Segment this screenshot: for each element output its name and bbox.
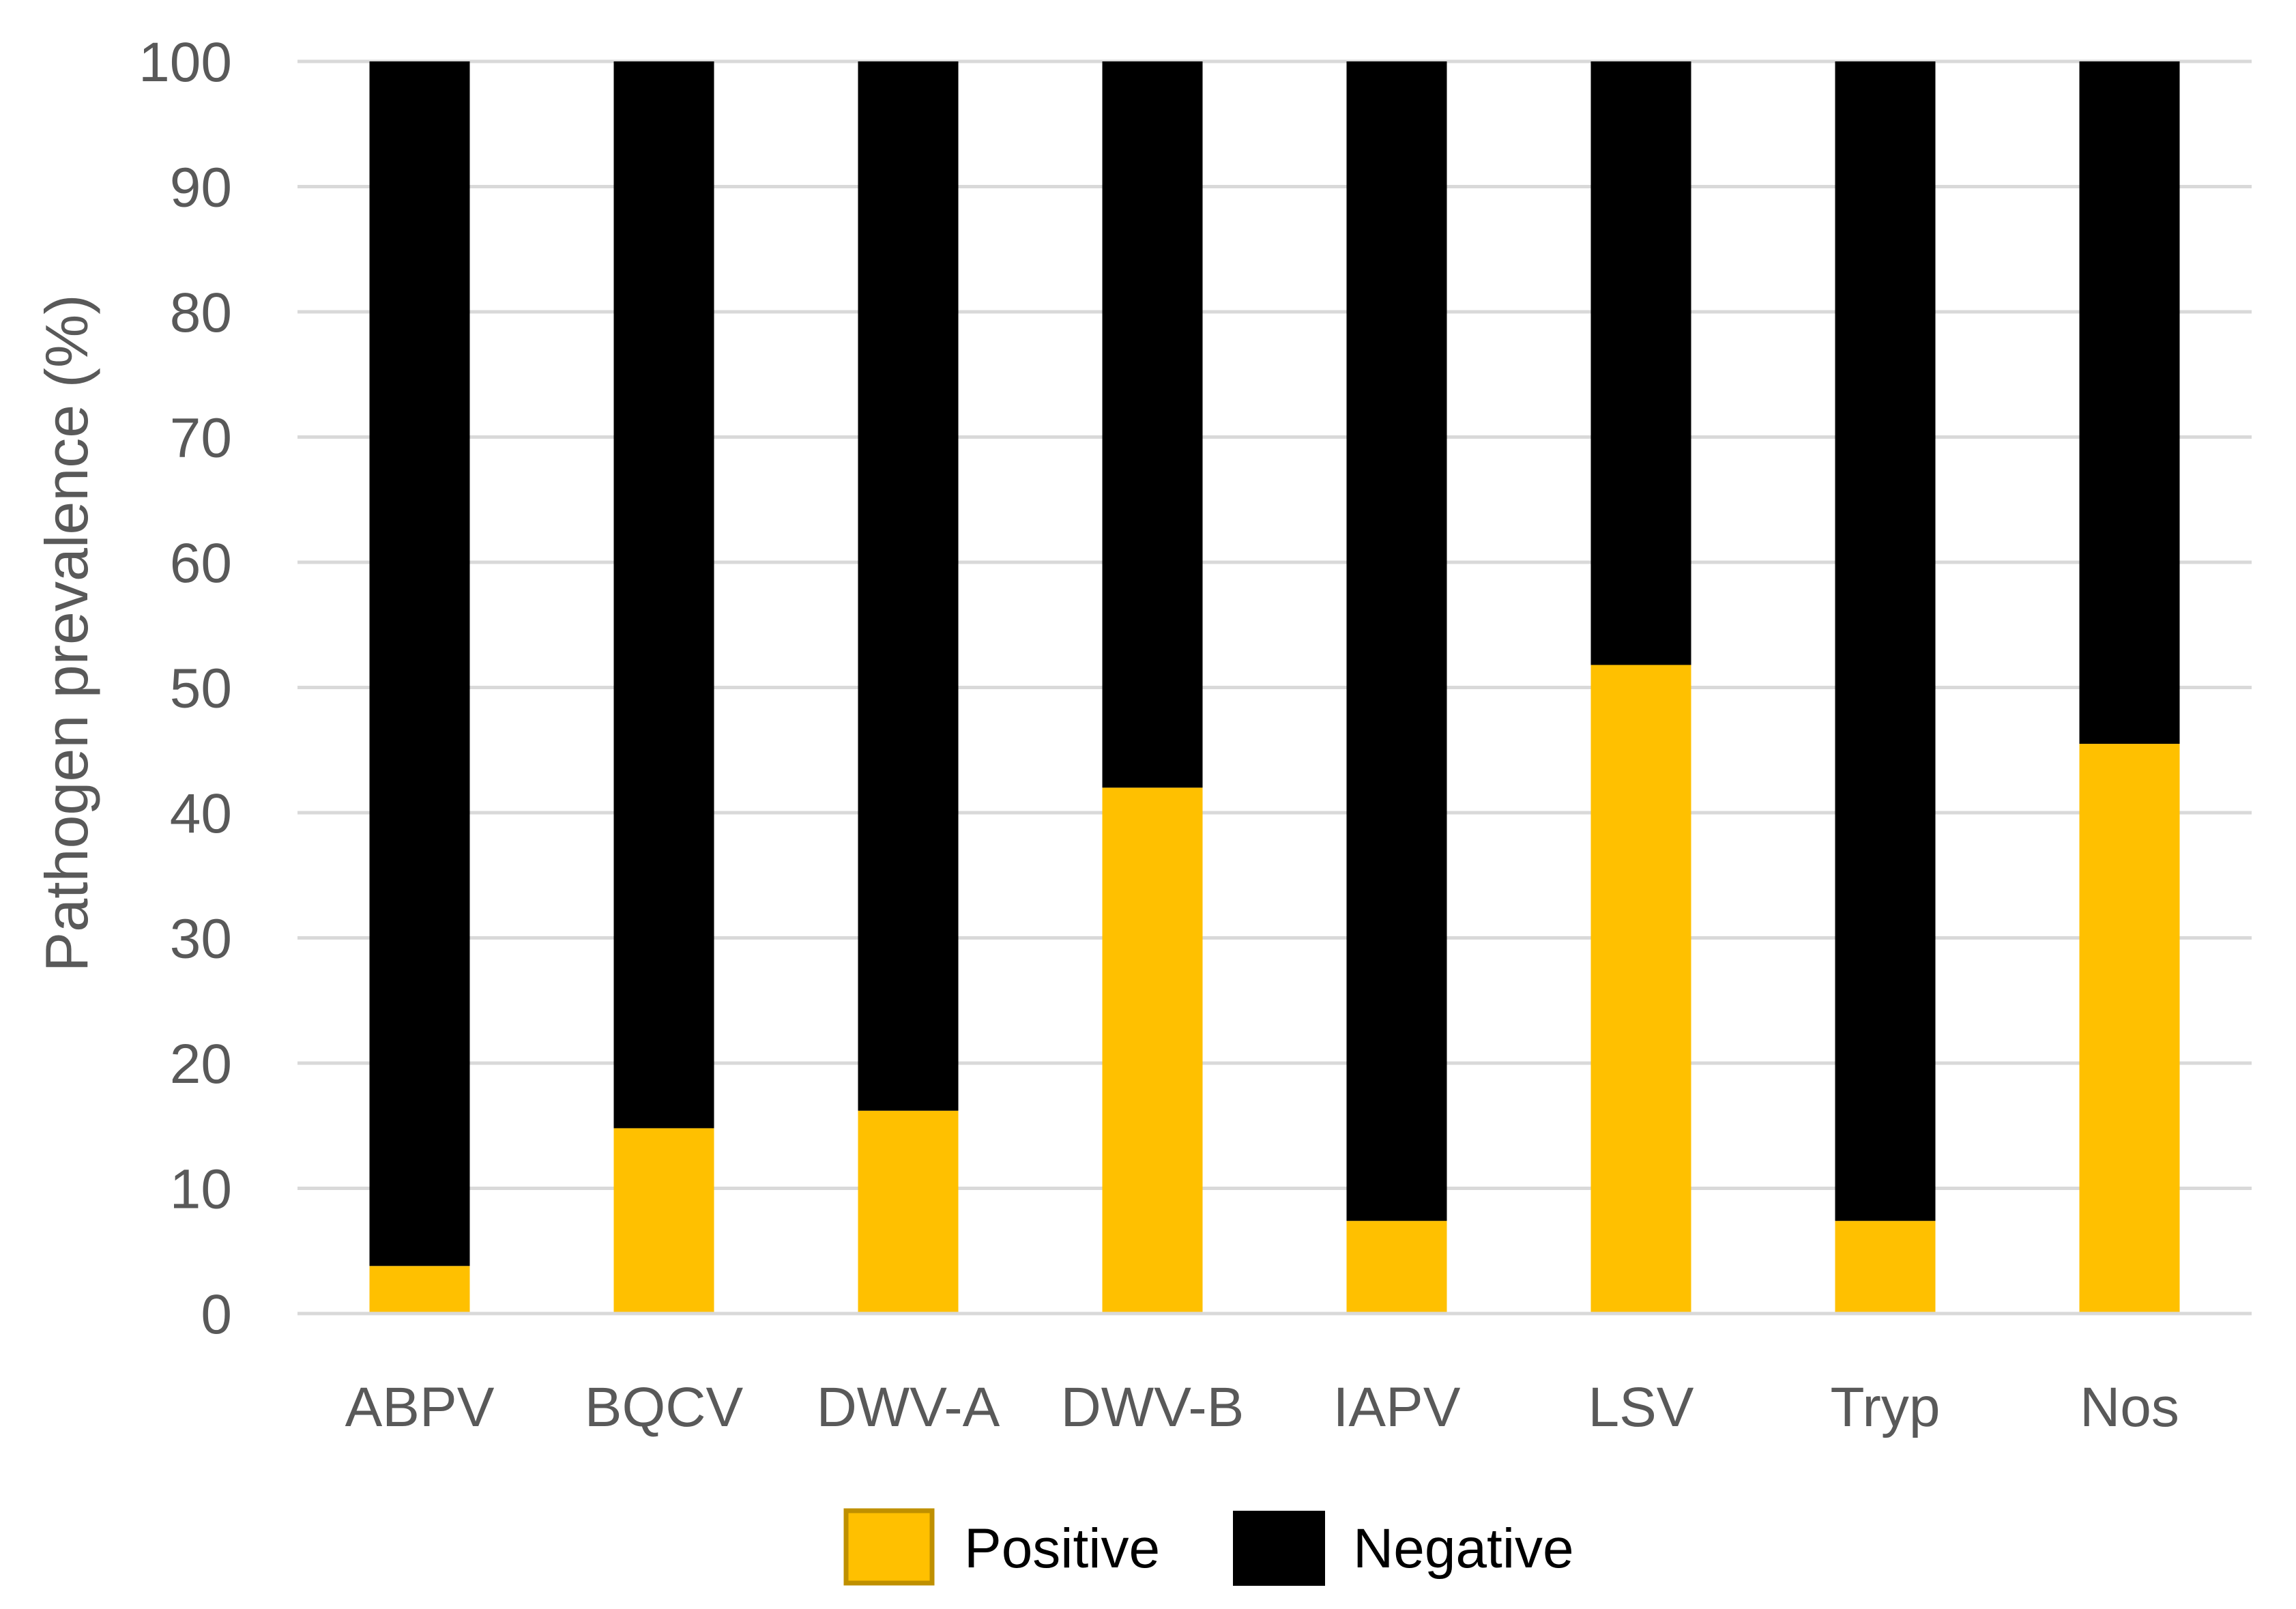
bar-positive-nos	[2079, 744, 2180, 1314]
gridlines	[297, 59, 2252, 1316]
x-axis-tick-labels: ABPV BQCV DWV-A DWV-B IAPV LSV Tryp Nos	[345, 1376, 2179, 1438]
x-tick-label: BQCV	[585, 1376, 744, 1438]
legend-label-negative: Negative	[1353, 1518, 1574, 1580]
y-tick-label: 90	[170, 157, 232, 219]
y-tick-label: 40	[170, 783, 232, 845]
y-tick-label: 10	[170, 1159, 232, 1221]
legend-swatch-negative	[1233, 1511, 1325, 1586]
legend-label-positive: Positive	[964, 1518, 1160, 1580]
bar-negative-bqcv	[613, 61, 714, 1129]
bar-negative-dwv-a	[858, 61, 959, 1111]
y-axis-tick-labels: 0 10 20 30 40 50 60 70 80 90 100	[139, 31, 232, 1346]
bars	[297, 61, 2252, 1316]
x-tick-label: DWV-A	[817, 1376, 1000, 1438]
bar-negative-nos	[2079, 61, 2180, 744]
x-tick-label: Nos	[2080, 1376, 2179, 1438]
bar-positive-dwv-a	[858, 1110, 959, 1314]
x-tick-label: ABPV	[345, 1376, 495, 1438]
x-tick-label: LSV	[1588, 1376, 1694, 1438]
y-tick-label: 50	[170, 658, 232, 720]
bar-positive-abpv	[369, 1266, 470, 1314]
x-tick-label: DWV-B	[1061, 1376, 1245, 1438]
y-tick-label: 30	[170, 908, 232, 970]
bar-negative-tryp	[1835, 61, 1936, 1221]
bar-negative-lsv	[1590, 61, 1691, 665]
y-tick-label: 70	[170, 407, 232, 469]
x-tick-label: Tryp	[1831, 1376, 1941, 1438]
y-tick-label: 60	[170, 532, 232, 594]
bar-positive-iapv	[1346, 1221, 1447, 1314]
y-tick-label: 20	[170, 1033, 232, 1095]
y-tick-label: 0	[201, 1284, 232, 1346]
legend-swatch-positive	[843, 1508, 935, 1586]
x-tick-label: IAPV	[1333, 1376, 1461, 1438]
y-axis-title: Pathogen prevalence (%)	[33, 294, 100, 972]
bar-negative-dwv-b	[1102, 61, 1203, 788]
bar-positive-lsv	[1590, 665, 1691, 1314]
bar-positive-tryp	[1835, 1221, 1936, 1314]
bar-positive-bqcv	[613, 1128, 714, 1314]
bar-negative-abpv	[369, 61, 470, 1266]
y-tick-label: 80	[170, 282, 232, 344]
bar-negative-iapv	[1346, 61, 1447, 1221]
y-tick-label: 100	[139, 31, 232, 93]
legend: Positive Negative	[843, 1508, 1574, 1586]
bar-positive-dwv-b	[1102, 787, 1203, 1314]
